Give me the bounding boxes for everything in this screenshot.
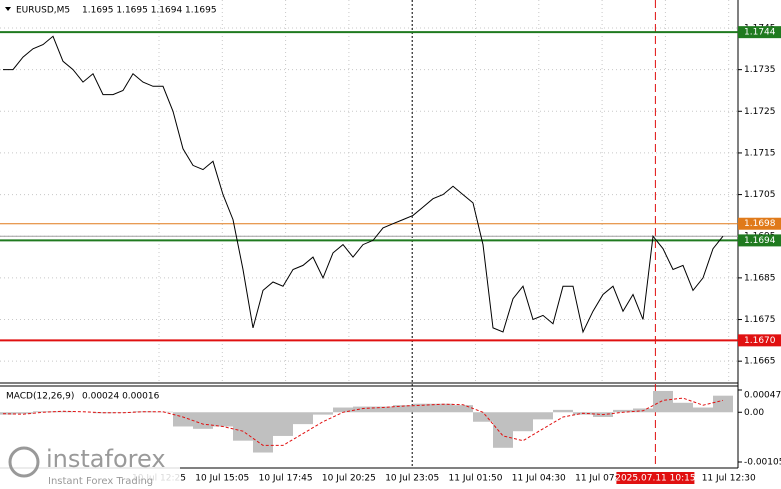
logo-tagline: Instant Forex Trading xyxy=(48,476,153,487)
y-tick-label: 1.1735 xyxy=(744,65,776,75)
macd-bar xyxy=(193,412,213,429)
macd-bar xyxy=(293,412,313,425)
x-tick-label: 10 Jul 23:05 xyxy=(385,474,439,484)
macd-bar xyxy=(253,412,273,453)
level-label-box xyxy=(738,217,781,230)
logo-name: instaforex xyxy=(46,445,166,473)
x-tick-label: 10 Jul 15:05 xyxy=(195,474,249,484)
macd-bar xyxy=(673,402,693,413)
y-tick-label: 0.00 xyxy=(744,408,764,418)
macd-bar xyxy=(333,407,353,413)
x-tick-label: 11 Jul 04:30 xyxy=(512,474,566,484)
x-tick-label: 2025.07.11 10:15 xyxy=(615,474,695,484)
level-label-box xyxy=(738,234,781,247)
macd-bar xyxy=(393,405,413,413)
macd-bar xyxy=(653,390,673,413)
y-tick-label: -0.00105 xyxy=(744,458,781,468)
macd-bar xyxy=(213,412,233,427)
macd-bar xyxy=(613,409,633,413)
macd-bar xyxy=(533,412,553,420)
y-tick-label: 0.00047 xyxy=(744,391,781,401)
macd-bar xyxy=(13,412,33,414)
x-tick-label: 11 Jul 07:10 xyxy=(575,474,629,484)
level-label-box xyxy=(738,26,781,39)
macd-bar xyxy=(33,411,53,413)
macd-bar xyxy=(373,406,393,413)
macd-bar xyxy=(713,395,733,413)
macd-bar xyxy=(473,412,493,422)
signal-line xyxy=(2,397,724,446)
macd-bar xyxy=(173,412,193,427)
macd-bar xyxy=(493,412,513,448)
macd-subtitle: 0.00024 0.00016 xyxy=(82,392,160,402)
macd-bar xyxy=(233,412,253,441)
x-tick-label: 11 Jul 12:30 xyxy=(702,474,756,484)
x-tick-label: 11 Jul 01:50 xyxy=(449,474,503,484)
y-tick-label: 1.1715 xyxy=(744,148,776,158)
level-label: 1.1744 xyxy=(744,28,776,38)
y-tick-label: 1.1725 xyxy=(744,107,776,117)
macd-bar xyxy=(513,412,533,432)
logo: instaforex Instant Forex Trading xyxy=(0,440,180,489)
y-tick-label: 1.1705 xyxy=(744,190,776,200)
x-tick-label: 10 Jul 17:45 xyxy=(259,474,313,484)
macd-bar xyxy=(273,412,293,436)
price-line xyxy=(3,35,724,334)
x-tick-label: 10 Jul 20:25 xyxy=(322,474,376,484)
level-label-box xyxy=(738,334,781,347)
macd-title: MACD(12,26,9) xyxy=(6,392,74,402)
menu-arrow xyxy=(5,7,11,11)
macd-bar xyxy=(433,403,453,413)
macd-bar xyxy=(693,407,713,413)
chart-subtitle: 1.1695 1.1695 1.1694 1.1695 xyxy=(82,6,217,16)
y-tick-label: 1.1685 xyxy=(744,273,776,283)
macd-bar xyxy=(313,412,333,415)
macd-bar xyxy=(553,409,573,413)
y-tick-label: 1.1665 xyxy=(744,357,776,367)
macd-bar xyxy=(413,403,433,413)
level-label: 1.1698 xyxy=(744,219,776,229)
macd-bar xyxy=(453,405,473,413)
x-label-highlight xyxy=(616,472,695,484)
macd-bar xyxy=(353,406,373,413)
macd-bar xyxy=(0,412,13,415)
level-label: 1.1694 xyxy=(744,236,776,246)
logo-icon xyxy=(8,446,40,478)
chart-title: EURUSD,M5 xyxy=(16,6,70,16)
level-label: 1.1670 xyxy=(744,336,776,346)
y-tick-label: 1.1675 xyxy=(744,315,776,325)
